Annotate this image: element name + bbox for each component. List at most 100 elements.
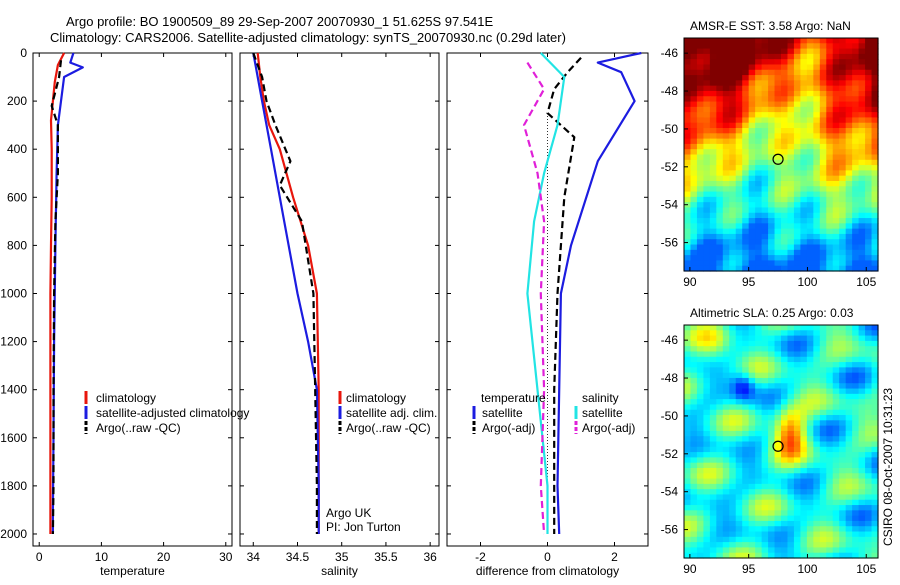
sla-map-cell	[839, 383, 847, 390]
sla-map-cell	[832, 547, 840, 554]
figure-title-line2: Climatology: CARS2006. Satellite-adjuste…	[50, 30, 566, 45]
sst-map-cell	[761, 117, 769, 124]
sst-map-cell	[748, 112, 756, 119]
sla-map-cell	[819, 499, 827, 506]
sla-map-cell	[865, 340, 873, 347]
sla-map-cell	[800, 420, 808, 427]
sla-map-cell	[709, 452, 717, 458]
sla-map-cell	[735, 330, 743, 337]
sst-map-cell	[806, 154, 814, 161]
sla-map-cell	[813, 399, 821, 406]
sla-map-cell	[742, 330, 750, 337]
sst-map-cell	[845, 207, 853, 214]
sst-map-cell	[696, 191, 704, 198]
sst-map-cell	[858, 90, 866, 97]
sst-map-cell	[768, 165, 776, 171]
sla-map-cell	[813, 515, 821, 522]
sla-map-cell	[793, 430, 801, 437]
sla-map-cell	[793, 531, 801, 538]
sla-map-cell	[774, 356, 782, 363]
sst-map-cell	[852, 122, 860, 129]
sst-map-cell	[755, 218, 763, 224]
sla-map-cell	[684, 499, 692, 506]
sla-map-cell	[871, 356, 879, 363]
sla-map-cell	[845, 494, 853, 501]
sla-map-cell	[787, 377, 795, 384]
sst-map-cell	[813, 85, 821, 92]
sla-map-cell	[787, 425, 795, 432]
sla-map-cell	[871, 409, 879, 416]
sst-map-cell	[716, 244, 724, 251]
sst-map-cell	[755, 196, 763, 203]
sst-map-cell	[871, 159, 879, 166]
sla-map-cell	[845, 467, 853, 474]
sst-map-cell	[722, 133, 730, 140]
sla-map-cell	[781, 515, 789, 522]
sst-map-cell	[729, 244, 737, 251]
sst-map-cell	[735, 249, 743, 256]
sst-map-cell	[690, 249, 698, 256]
sst-map-cell	[716, 191, 724, 198]
sla-map-cell	[709, 415, 717, 421]
sla-map-cell	[800, 505, 808, 511]
sla-map-cell	[806, 409, 814, 416]
sla-map-cell	[761, 377, 769, 384]
sla-map-cell	[690, 536, 698, 543]
sla-map-cell	[852, 536, 860, 543]
sla-map-cell	[781, 367, 789, 374]
sst-map-cell	[761, 64, 769, 71]
sst-map-cell	[768, 249, 776, 256]
depth-tick-label: 1800	[0, 479, 27, 493]
sst-map-cell	[684, 159, 692, 166]
sst-map-cell	[742, 75, 750, 81]
sst-map-cell	[690, 175, 698, 182]
sla-map-cell	[703, 372, 711, 379]
sst-map-cell	[709, 128, 717, 134]
sst-map-cell	[787, 112, 795, 119]
sla-map-cell	[742, 515, 750, 522]
sla-map-cell	[716, 420, 724, 427]
sst-map-cell	[690, 233, 698, 240]
sla-map-cell	[761, 531, 769, 538]
sst-map-cell	[793, 64, 801, 71]
sla-map-cell	[865, 531, 873, 538]
sla-map-cell	[832, 515, 840, 522]
sst-map-cell	[852, 223, 860, 230]
sla-map-cell	[858, 462, 866, 469]
sla-map-cell	[703, 346, 711, 353]
sst-map-cell	[781, 80, 789, 87]
sst-map-cell	[781, 180, 789, 187]
sst-map-cell	[826, 138, 834, 145]
sla-map-cell	[709, 499, 717, 506]
sst-map-cell	[774, 90, 782, 97]
sst-map-cell	[871, 143, 879, 150]
difference-series-temperature-satellite	[556, 51, 642, 535]
sst-map-cell	[748, 117, 756, 124]
temperature-xlabel: temperature	[100, 564, 165, 578]
sst-map-cell	[755, 228, 763, 235]
sla-map-cell	[852, 505, 860, 511]
sst-map-cell	[729, 223, 737, 230]
sst-map-cell	[761, 191, 769, 198]
sst-map-cell	[839, 101, 847, 108]
sst-map-cell	[787, 228, 795, 235]
sst-map-cell	[781, 196, 789, 203]
sst-map-cell	[793, 154, 801, 161]
sla-map-cell	[832, 377, 840, 384]
sla-map-cell	[742, 467, 750, 474]
sst-map-cell	[722, 249, 730, 256]
sla-map-cell	[696, 388, 704, 395]
sla-map-cell	[729, 542, 737, 549]
sst-map-cell	[703, 38, 711, 44]
sst-map-cell	[716, 196, 724, 203]
sla-map-cell	[774, 547, 782, 554]
sla-map-cell	[709, 393, 717, 400]
sla-map-cell	[768, 473, 776, 480]
sst-map-cell	[729, 96, 737, 103]
sla-map-cell	[716, 457, 724, 464]
sst-map-cell	[858, 202, 866, 209]
sla-map-cell	[703, 446, 711, 453]
sla-map-cell	[774, 330, 782, 337]
sla-map-cell	[761, 515, 769, 522]
sla-map-cell	[755, 377, 763, 384]
